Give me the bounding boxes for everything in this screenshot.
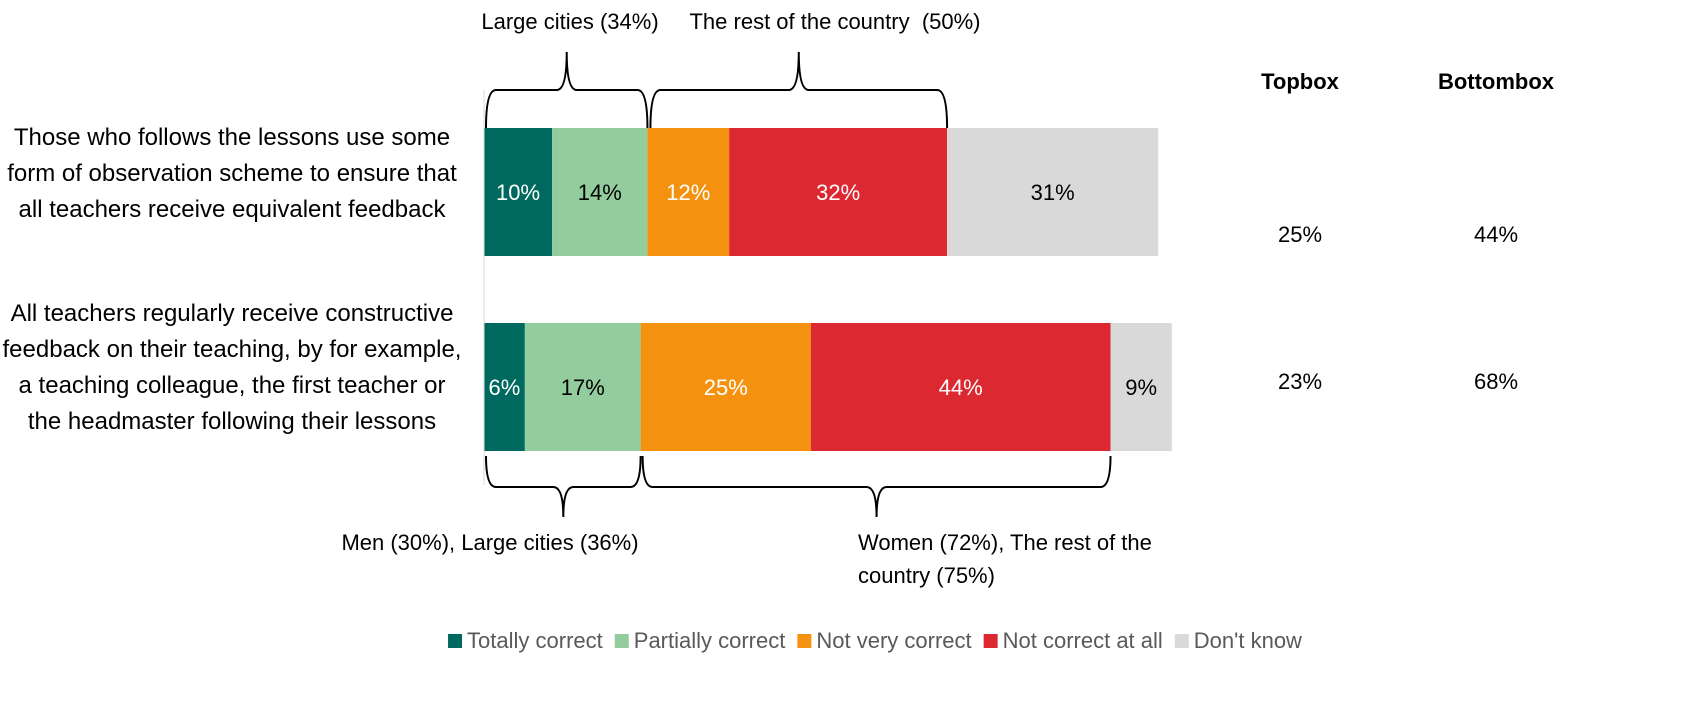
bar-segment: [1110, 323, 1172, 451]
legend-swatch: [614, 634, 629, 648]
bar-segment: [810, 323, 1111, 451]
bar-segment: [947, 128, 1159, 256]
bar-segment: [552, 128, 648, 256]
legend-label: Not very correct: [816, 628, 971, 653]
value-label: 25%: [704, 375, 748, 400]
annotation-box: The rest of the country (50%): [689, 9, 981, 34]
value-label: 17%: [561, 375, 605, 400]
legend-swatch: [797, 634, 812, 648]
value-label: 9%: [1125, 375, 1157, 400]
legend: Totally correct Partially correct Not very…: [448, 628, 1302, 653]
summary-value: 23%: [1278, 369, 1322, 394]
bar-segment: [484, 128, 553, 256]
brace: [485, 51, 649, 129]
category-label: Those who follows the lessons use some f…: [7, 124, 457, 223]
brace: [485, 455, 642, 518]
annotation-box: Men (30%), Large cities (36%): [341, 530, 639, 555]
legend-swatch: [1174, 634, 1189, 648]
summary-header: Bottombox: [1438, 69, 1555, 94]
legend-label: Not correct at all: [1003, 628, 1163, 653]
category-label: All teachers regularly receive construct…: [2, 300, 462, 435]
summary-value: 25%: [1278, 222, 1322, 247]
value-label: 44%: [939, 375, 983, 400]
summary-header: Topbox: [1261, 69, 1340, 94]
annotation: The rest of the country (50%): [689, 9, 981, 34]
annotation: Large cities (34%): [481, 9, 659, 34]
annotation: Women (72%), The rest of the country (75…: [858, 530, 1158, 588]
summary-value: 68%: [1474, 369, 1518, 394]
value-label: 31%: [1031, 180, 1075, 205]
value-label: 32%: [816, 180, 860, 205]
annotation-box: Large cities (34%): [481, 9, 659, 34]
bar-segment: [640, 323, 811, 451]
legend-label: Totally correct: [467, 628, 603, 653]
bar-segment: [484, 323, 525, 451]
legend-swatch: [448, 634, 463, 648]
value-label: 6%: [489, 375, 521, 400]
value-label: 10%: [496, 180, 540, 205]
bar-segment: [524, 323, 641, 451]
category-label-box: All teachers regularly receive construct…: [2, 300, 462, 435]
bar-segment: [647, 128, 730, 256]
annotation-box: Women (72%), The rest of the country (75…: [858, 530, 1158, 588]
brace: [649, 51, 949, 129]
brace: [641, 455, 1112, 518]
value-label: 12%: [666, 180, 710, 205]
legend-label: Partially correct: [634, 628, 786, 653]
value-label: 14%: [578, 180, 622, 205]
annotation: Men (30%), Large cities (36%): [341, 530, 639, 555]
summary-value: 44%: [1474, 222, 1518, 247]
bar-segment: [729, 128, 948, 256]
category-label-box: Those who follows the lessons use some f…: [7, 124, 457, 223]
legend-label: Don't know: [1194, 628, 1302, 653]
legend-swatch: [983, 634, 998, 648]
